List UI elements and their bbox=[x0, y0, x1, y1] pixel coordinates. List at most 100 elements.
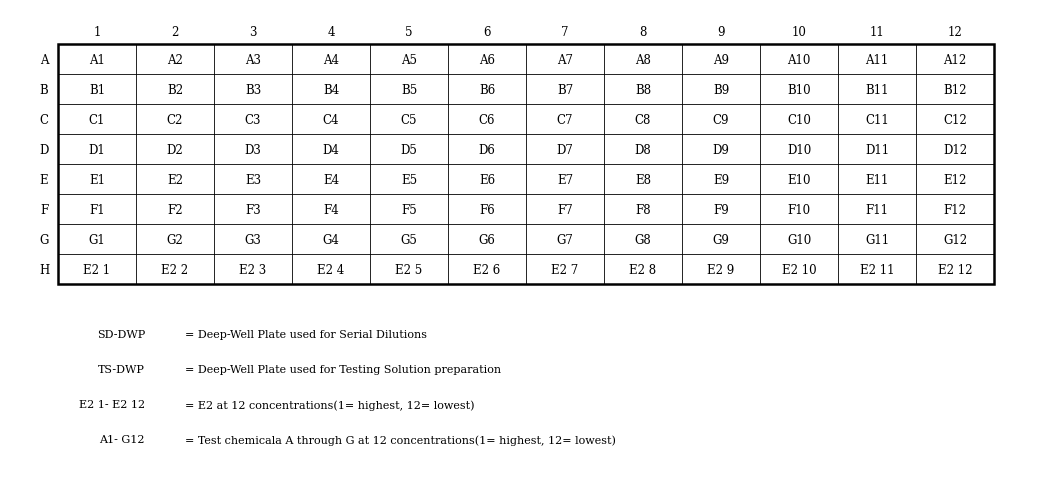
Text: F4: F4 bbox=[323, 203, 339, 216]
Text: 7: 7 bbox=[561, 26, 569, 39]
Text: G10: G10 bbox=[787, 233, 811, 246]
Text: G1: G1 bbox=[89, 233, 106, 246]
Text: C2: C2 bbox=[167, 113, 184, 126]
Text: 2: 2 bbox=[171, 26, 178, 39]
Text: E2 11: E2 11 bbox=[860, 263, 895, 276]
Text: = E2 at 12 concentrations(1= highest, 12= lowest): = E2 at 12 concentrations(1= highest, 12… bbox=[185, 399, 475, 410]
Text: C5: C5 bbox=[401, 113, 417, 126]
Text: F12: F12 bbox=[943, 203, 966, 216]
Text: G4: G4 bbox=[323, 233, 340, 246]
Text: F10: F10 bbox=[787, 203, 810, 216]
Text: B8: B8 bbox=[635, 83, 651, 96]
Text: F6: F6 bbox=[479, 203, 495, 216]
Text: 3: 3 bbox=[249, 26, 256, 39]
Text: B9: B9 bbox=[713, 83, 729, 96]
Text: 5: 5 bbox=[405, 26, 413, 39]
Text: B3: B3 bbox=[245, 83, 262, 96]
Text: G7: G7 bbox=[557, 233, 574, 246]
Text: C3: C3 bbox=[245, 113, 262, 126]
Text: F7: F7 bbox=[557, 203, 573, 216]
Text: 12: 12 bbox=[947, 26, 962, 39]
Text: E5: E5 bbox=[401, 173, 417, 186]
Text: = Test chemicala A through G at 12 concentrations(1= highest, 12= lowest): = Test chemicala A through G at 12 conce… bbox=[185, 434, 616, 445]
Text: C8: C8 bbox=[635, 113, 651, 126]
Bar bbox=[58, 45, 994, 285]
Text: F1: F1 bbox=[90, 203, 104, 216]
Text: C4: C4 bbox=[323, 113, 340, 126]
Text: F2: F2 bbox=[167, 203, 183, 216]
Text: F9: F9 bbox=[713, 203, 729, 216]
Text: C7: C7 bbox=[557, 113, 573, 126]
Text: B12: B12 bbox=[943, 83, 966, 96]
Text: E2 2: E2 2 bbox=[161, 263, 189, 276]
Text: E: E bbox=[40, 173, 49, 186]
Text: E2 4: E2 4 bbox=[318, 263, 345, 276]
Text: E4: E4 bbox=[323, 173, 339, 186]
Text: E7: E7 bbox=[557, 173, 573, 186]
Text: C9: C9 bbox=[713, 113, 729, 126]
Text: D: D bbox=[39, 143, 49, 156]
Text: G12: G12 bbox=[943, 233, 967, 246]
Text: 10: 10 bbox=[791, 26, 806, 39]
Text: C11: C11 bbox=[865, 113, 889, 126]
Text: E9: E9 bbox=[713, 173, 729, 186]
Text: B10: B10 bbox=[787, 83, 811, 96]
Text: A4: A4 bbox=[323, 53, 339, 66]
Text: A11: A11 bbox=[865, 53, 888, 66]
Text: E3: E3 bbox=[245, 173, 261, 186]
Text: D3: D3 bbox=[245, 143, 262, 156]
Text: 9: 9 bbox=[717, 26, 725, 39]
Text: G: G bbox=[39, 233, 49, 246]
Text: G2: G2 bbox=[167, 233, 184, 246]
Text: B: B bbox=[40, 83, 49, 96]
Text: F3: F3 bbox=[245, 203, 261, 216]
Text: G5: G5 bbox=[401, 233, 418, 246]
Text: H: H bbox=[39, 263, 50, 276]
Text: 8: 8 bbox=[639, 26, 647, 39]
Text: G8: G8 bbox=[635, 233, 651, 246]
Text: A9: A9 bbox=[713, 53, 729, 66]
Text: A12: A12 bbox=[943, 53, 966, 66]
Text: E2 7: E2 7 bbox=[552, 263, 578, 276]
Text: A1: A1 bbox=[89, 53, 104, 66]
Text: B4: B4 bbox=[323, 83, 339, 96]
Text: D5: D5 bbox=[401, 143, 418, 156]
Text: D11: D11 bbox=[865, 143, 889, 156]
Text: D12: D12 bbox=[943, 143, 967, 156]
Text: 4: 4 bbox=[327, 26, 334, 39]
Text: E6: E6 bbox=[479, 173, 495, 186]
Text: D9: D9 bbox=[712, 143, 729, 156]
Text: B2: B2 bbox=[167, 83, 184, 96]
Text: C12: C12 bbox=[943, 113, 966, 126]
Text: B5: B5 bbox=[401, 83, 417, 96]
Text: E1: E1 bbox=[89, 173, 106, 186]
Text: E10: E10 bbox=[787, 173, 810, 186]
Text: G9: G9 bbox=[712, 233, 729, 246]
Text: E2 5: E2 5 bbox=[396, 263, 423, 276]
Text: 1: 1 bbox=[93, 26, 100, 39]
Text: D1: D1 bbox=[89, 143, 106, 156]
Text: F5: F5 bbox=[401, 203, 417, 216]
Text: B6: B6 bbox=[479, 83, 495, 96]
Text: = Deep-Well Plate used for Serial Dilutions: = Deep-Well Plate used for Serial Diluti… bbox=[185, 329, 427, 339]
Text: G3: G3 bbox=[245, 233, 262, 246]
Text: 11: 11 bbox=[869, 26, 884, 39]
Text: F: F bbox=[40, 203, 49, 216]
Text: E2 12: E2 12 bbox=[938, 263, 973, 276]
Text: E2 1: E2 1 bbox=[83, 263, 111, 276]
Text: D4: D4 bbox=[323, 143, 340, 156]
Text: D6: D6 bbox=[479, 143, 496, 156]
Text: E2 8: E2 8 bbox=[630, 263, 656, 276]
Text: TS-DWP: TS-DWP bbox=[98, 364, 145, 374]
Text: E2 1- E2 12: E2 1- E2 12 bbox=[79, 399, 145, 409]
Text: A3: A3 bbox=[245, 53, 261, 66]
Text: A6: A6 bbox=[479, 53, 495, 66]
Text: G6: G6 bbox=[479, 233, 496, 246]
Text: E2: E2 bbox=[167, 173, 183, 186]
Text: B1: B1 bbox=[89, 83, 106, 96]
Text: G11: G11 bbox=[865, 233, 889, 246]
Text: A10: A10 bbox=[787, 53, 810, 66]
Text: E2 10: E2 10 bbox=[782, 263, 817, 276]
Text: SD-DWP: SD-DWP bbox=[97, 329, 145, 339]
Text: D10: D10 bbox=[787, 143, 811, 156]
